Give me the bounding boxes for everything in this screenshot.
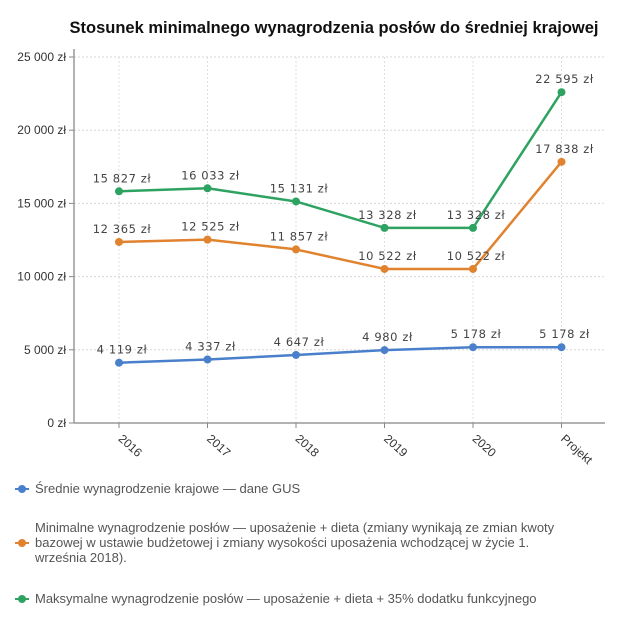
data-point bbox=[203, 355, 212, 364]
data-point bbox=[557, 88, 566, 97]
x-tick-label: 2017 bbox=[204, 432, 233, 460]
data-label: 5 178 zł bbox=[451, 327, 502, 341]
data-point bbox=[469, 264, 477, 273]
legend: Średnie wynagrodzenie krajowe — dane GUS… bbox=[0, 470, 624, 624]
data-point bbox=[292, 350, 300, 359]
data-label: 17 838 zł bbox=[535, 142, 594, 156]
data-label: 4 980 zł bbox=[362, 330, 413, 344]
legend-item-average[interactable]: Średnie wynagrodzenie krajowe — dane GUS bbox=[14, 481, 584, 496]
line-chart: Stosunek minimalnego wynagrodzenia posłó… bbox=[17, 19, 605, 467]
data-label: 11 857 zł bbox=[270, 229, 329, 243]
data-point bbox=[469, 343, 477, 352]
data-label: 12 525 zł bbox=[181, 220, 240, 234]
data-label: 16 033 zł bbox=[181, 168, 240, 182]
legend-dot bbox=[18, 484, 26, 493]
data-point bbox=[380, 223, 389, 232]
legend-item-minimum[interactable]: Minimalne wynagrodzenie posłów — uposaże… bbox=[14, 520, 584, 565]
series-line bbox=[118, 345, 562, 364]
data-point bbox=[115, 358, 123, 367]
legend-label: Średnie wynagrodzenie krajowe — dane GUS bbox=[35, 481, 301, 496]
data-point bbox=[380, 346, 389, 355]
x-tick-label: 2018 bbox=[293, 432, 322, 460]
y-tick-label: 25 000 zł bbox=[17, 50, 66, 64]
data-label: 10 522 zł bbox=[447, 249, 506, 263]
legend-marker-icon bbox=[14, 483, 30, 495]
y-tick-label: 0 zł bbox=[47, 416, 66, 430]
axes bbox=[73, 49, 605, 424]
legend-label: Minimalne wynagrodzenie posłów — uposaże… bbox=[35, 520, 555, 565]
legend-marker-icon bbox=[14, 537, 30, 549]
legend-item-maximum[interactable]: Maksymalne wynagrodzenie posłów — uposaż… bbox=[14, 591, 584, 606]
data-point bbox=[292, 197, 300, 206]
data-point bbox=[557, 157, 566, 166]
x-tick-label: 2020 bbox=[470, 432, 499, 460]
legend-marker-icon bbox=[14, 593, 30, 605]
legend-label: Maksymalne wynagrodzenie posłów — uposaż… bbox=[35, 591, 537, 606]
chart-title: Stosunek minimalnego wynagrodzenia posłó… bbox=[69, 19, 598, 37]
series-line bbox=[118, 161, 563, 271]
data-label: 15 131 zł bbox=[270, 181, 329, 195]
data-label: 4 337 zł bbox=[185, 340, 236, 354]
data-label: 12 365 zł bbox=[93, 222, 152, 236]
data-point bbox=[469, 223, 477, 232]
data-point bbox=[115, 187, 123, 196]
y-axis-ticks: 0 zł 5 000 zł 10 000 zł 15 000 zł 20 000 zł 2… bbox=[17, 50, 74, 430]
x-tick-label: 2019 bbox=[381, 432, 410, 460]
data-label: 10 522 zł bbox=[358, 249, 417, 263]
data-label: 22 595 zł bbox=[535, 72, 594, 86]
y-tick-label: 5 000 zł bbox=[24, 343, 66, 357]
legend-dot bbox=[18, 594, 26, 603]
data-labels: 4 119 zł 4 337 zł 4 647 zł 4 980 zł 5 178 zł… bbox=[93, 72, 594, 356]
x-tick-label: Projekt bbox=[558, 432, 596, 468]
y-tick-label: 20 000 zł bbox=[17, 123, 66, 137]
data-label: 5 178 zł bbox=[539, 327, 590, 341]
series-lines bbox=[115, 88, 566, 367]
legend-dot bbox=[18, 538, 26, 547]
data-point bbox=[203, 184, 212, 193]
y-tick-label: 15 000 zł bbox=[17, 196, 66, 210]
data-point bbox=[203, 235, 212, 244]
data-label: 4 647 zł bbox=[274, 335, 325, 349]
series-line bbox=[118, 91, 563, 230]
data-point bbox=[557, 343, 566, 352]
data-label: 13 328 zł bbox=[447, 208, 506, 222]
data-label: 13 328 zł bbox=[358, 208, 417, 222]
x-axis-ticks: 2016 2017 2018 2019 2020 Projekt bbox=[116, 423, 596, 467]
data-point bbox=[115, 237, 123, 246]
x-tick-label: 2016 bbox=[116, 432, 145, 460]
data-label: 4 119 zł bbox=[97, 343, 148, 357]
data-label: 15 827 zł bbox=[93, 171, 152, 185]
data-point bbox=[380, 264, 389, 273]
data-point bbox=[292, 245, 300, 254]
y-tick-label: 10 000 zł bbox=[17, 270, 66, 284]
